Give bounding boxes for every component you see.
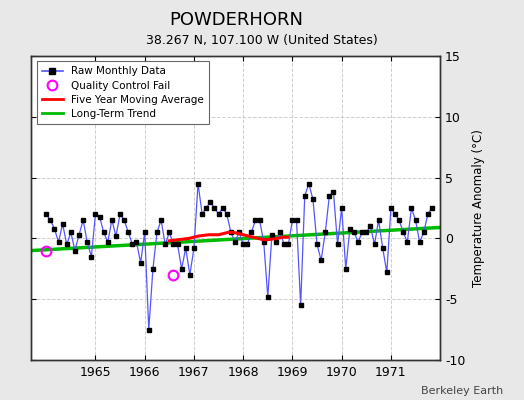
Y-axis label: Temperature Anomaly (°C): Temperature Anomaly (°C) bbox=[472, 129, 485, 287]
Text: Berkeley Earth: Berkeley Earth bbox=[421, 386, 503, 396]
Title: POWDERHORN: POWDERHORN bbox=[169, 12, 303, 30]
Legend: Raw Monthly Data, Quality Control Fail, Five Year Moving Average, Long-Term Tren: Raw Monthly Data, Quality Control Fail, … bbox=[37, 61, 209, 124]
Text: 38.267 N, 107.100 W (United States): 38.267 N, 107.100 W (United States) bbox=[146, 34, 378, 47]
